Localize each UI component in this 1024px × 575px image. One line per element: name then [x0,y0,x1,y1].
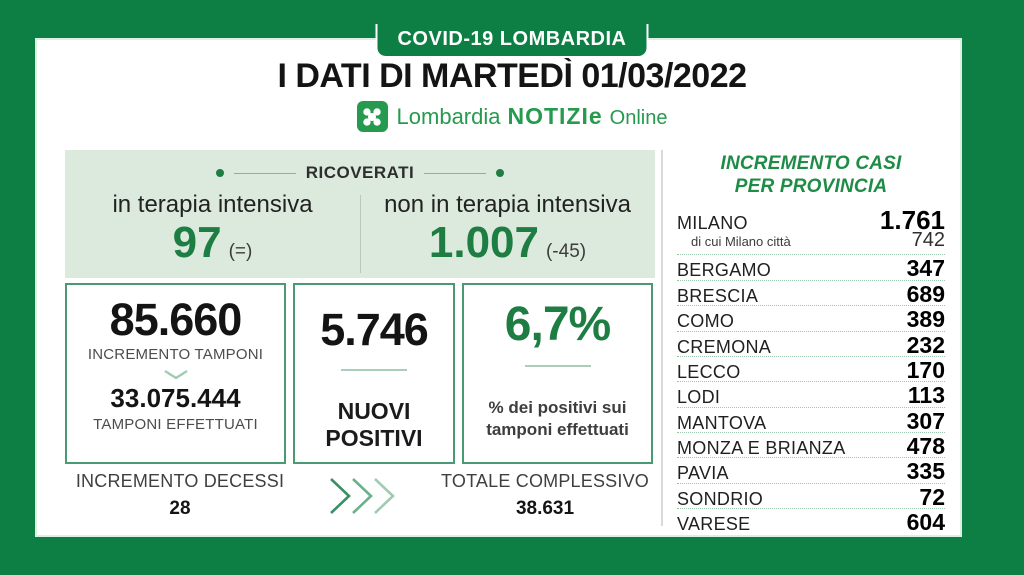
accent-underline [341,369,407,372]
triple-chevron-right-icon [295,475,435,517]
province-row: SONDRIO 72 [677,483,945,510]
non-terapia-intensiva-value: 1.007 [428,218,539,267]
tamponi-effettuati-value: 33.075.444 [110,383,241,414]
incremento-decessi-value: 28 [169,498,191,519]
province-value: 170 [906,356,945,383]
percentuale-value: 6,7% [504,298,611,351]
bullet-dot-icon [496,169,505,177]
province-value: 478 [906,433,945,460]
province-title: INCREMENTO CASI PER PROVINCIA [677,152,945,198]
province-sub-name: di cui Milano città [691,234,791,250]
accent-underline [524,365,591,367]
province-row-milano: MILANO 1.761 [677,205,945,235]
non-terapia-intensiva-label: non in terapia intensiva [384,191,631,218]
province-sub-value: 742 [911,229,945,252]
province-name: SONDRIO [677,488,764,509]
province-name: BRESCIA [677,285,759,306]
province-row: LECCO 170 [677,356,945,383]
province-row: BRESCIA 689 [677,280,945,307]
logo-text-notizie: NOTIZIe [507,103,603,129]
terapia-intensiva-block: in terapia intensiva 97 (=) [65,191,360,265]
bullet-dot-icon [215,169,224,177]
logo-text-online: Online [609,107,668,129]
totale-complessivo-block: TOTALE COMPLESSIVO 38.631 [435,471,655,520]
tamponi-effettuati-label: TAMPONI EFFETTUATI [93,415,258,433]
non-terapia-intensiva-block: non in terapia intensiva 1.007 (-45) [360,191,655,265]
totale-complessivo-value: 38.631 [515,498,575,519]
province-name: BERGAMO [677,260,772,281]
nuovi-positivi-value: 5.746 [320,304,429,355]
nuovi-positivi-box: 5.746 NUOVI POSITIVI [293,283,455,464]
province-value: 604 [906,509,945,536]
province-row: LODI 113 [677,382,945,409]
terapia-intensiva-delta: (=) [228,241,253,262]
section-divider [661,150,663,526]
ricoverati-panel: RICOVERATI in terapia intensiva 97 (=) n… [65,150,655,278]
nuovi-positivi-label: NUOVI POSITIVI [295,398,453,451]
province-name: COMO [677,311,735,332]
page-title: I DATI DI MARTEDÌ 01/03/2022 [277,57,747,95]
divider-line [424,172,487,174]
ricoverati-title: RICOVERATI [305,163,415,182]
divider-line [233,172,296,174]
nuovi-positivi-label-line2: POSITIVI [325,424,423,451]
province-value: 232 [906,331,945,358]
province-row: CREMONA 232 [677,331,945,358]
chevron-down-icon [163,370,188,380]
province-value: 113 [907,382,945,409]
terapia-intensiva-value: 97 [172,218,222,267]
province-row: MONZA E BRIANZA 478 [677,433,945,460]
stat-boxes-row: 85.660 INCREMENTO TAMPONI 33.075.444 TAM… [65,283,655,464]
rosa-camuna-icon [356,101,388,132]
percentuale-label: % dei positivi sui tamponi effettuati [486,398,629,440]
province-value: 347 [906,255,945,282]
tamponi-box: 85.660 INCREMENTO TAMPONI 33.075.444 TAM… [65,283,286,464]
incremento-decessi-label: INCREMENTO DECESSI [75,471,285,491]
province-list: MILANO 1.761 di cui Milano città 742 BER… [677,205,945,536]
nuovi-positivi-label-line1: NUOVI [337,398,411,425]
province-value: 335 [906,458,945,485]
province-value: 389 [906,306,945,333]
incremento-decessi-block: INCREMENTO DECESSI 28 [65,471,295,520]
province-name: MONZA E BRIANZA [677,438,846,459]
province-panel: INCREMENTO CASI PER PROVINCIA MILANO 1.7… [677,152,945,535]
province-name: PAVIA [677,463,729,484]
province-row: VARESE 604 [677,509,945,536]
incremento-tamponi-value: 85.660 [109,294,243,345]
totale-complessivo-label: TOTALE COMPLESSIVO [441,471,649,491]
column-divider [360,195,361,273]
non-terapia-intensiva-delta: (-45) [545,241,587,262]
province-row: MANTOVA 307 [677,407,945,434]
province-row: COMO 389 [677,306,945,333]
province-row: BERGAMO 347 [677,255,945,282]
terapia-intensiva-label: in terapia intensiva [112,191,313,218]
province-value: 72 [919,483,945,510]
ricoverati-columns: in terapia intensiva 97 (=) non in terap… [65,191,655,273]
province-name: VARESE [677,514,751,535]
province-row: PAVIA 335 [677,458,945,485]
province-title-line1: INCREMENTO CASI [720,153,902,174]
province-name: LODI [677,387,721,408]
incremento-tamponi-label: INCREMENTO TAMPONI [87,346,264,364]
ricoverati-header: RICOVERATI [65,163,655,183]
lombardia-notizie-logo: Lombardia NOTIZIe Online [0,101,1024,132]
province-name: MILANO [677,213,748,234]
province-subrow-milano-citta: di cui Milano città 742 [677,229,945,256]
percentuale-positivi-box: 6,7% % dei positivi sui tamponi effettua… [462,283,653,464]
logo-text-lombardia: Lombardia [396,104,501,129]
province-value: 689 [906,280,945,307]
province-name: LECCO [677,361,741,382]
decessi-row: INCREMENTO DECESSI 28 TOTALE COMPLESSIVO… [65,471,655,520]
covid-lombardia-badge: COVID-19 LOMBARDIA [375,24,649,58]
province-name: MANTOVA [677,412,767,433]
province-title-line2: PER PROVINCIA [734,176,888,198]
logo-text: Lombardia NOTIZIe Online [397,103,668,130]
province-value: 1.761 [879,205,945,236]
province-name: CREMONA [677,336,772,357]
province-value: 307 [906,407,945,434]
